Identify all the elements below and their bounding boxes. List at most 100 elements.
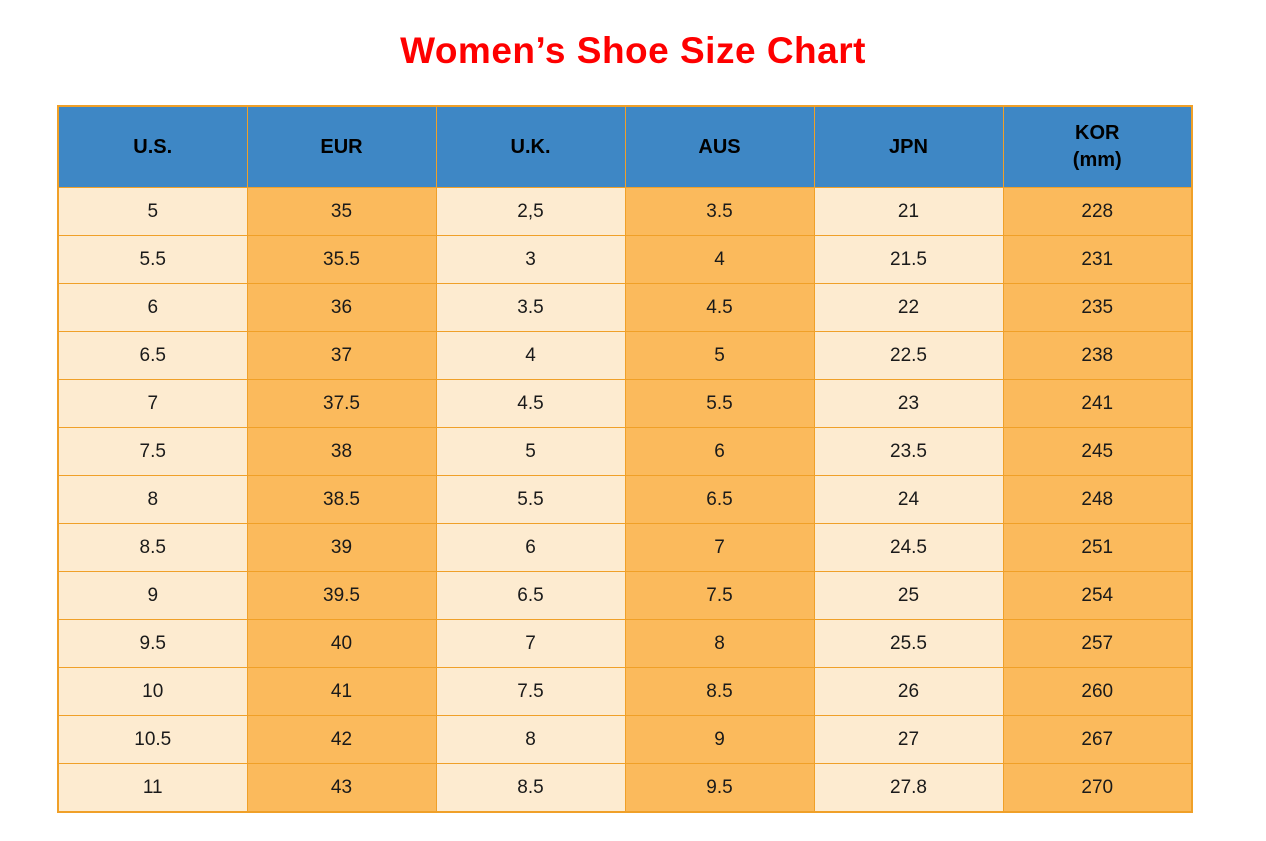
cell-kor: 260 [1002,667,1193,716]
cell-aus: 6.5 [624,475,815,524]
cell-eur: 38.5 [246,475,437,524]
cell-uk: 4.5 [435,379,626,428]
table-row: 5.5 35.5 3 4 21.5 231 [57,235,1193,284]
column-header-us: U.S. [57,105,248,188]
cell-us: 8 [57,475,248,524]
table-row: 7 37.5 4.5 5.5 23 241 [57,379,1193,428]
cell-kor: 245 [1002,427,1193,476]
cell-uk: 2,5 [435,187,626,236]
cell-uk: 6 [435,523,626,572]
column-header-jpn: JPN [813,105,1004,188]
cell-aus: 3.5 [624,187,815,236]
cell-eur: 43 [246,763,437,813]
table-row: 6 36 3.5 4.5 22 235 [57,283,1193,332]
cell-eur: 41 [246,667,437,716]
cell-kor: 231 [1002,235,1193,284]
cell-jpn: 25 [813,571,1004,620]
cell-aus: 5.5 [624,379,815,428]
cell-us: 6 [57,283,248,332]
table-row: 8.5 39 6 7 24.5 251 [57,523,1193,572]
page-title: Women’s Shoe Size Chart [400,30,866,71]
cell-uk: 3.5 [435,283,626,332]
cell-jpn: 24.5 [813,523,1004,572]
column-header-uk: U.K. [435,105,626,188]
cell-uk: 5 [435,427,626,476]
cell-eur: 37.5 [246,379,437,428]
size-chart-table: U.S. EUR U.K. AUS JPN KOR (mm) 5 35 2,5 3.5 21 228… [57,105,1193,813]
cell-us: 7 [57,379,248,428]
cell-kor: 228 [1002,187,1193,236]
cell-jpn: 21.5 [813,235,1004,284]
cell-uk: 8 [435,715,626,764]
cell-eur: 40 [246,619,437,668]
cell-uk: 3 [435,235,626,284]
cell-us: 5 [57,187,248,236]
cell-uk: 7 [435,619,626,668]
cell-us: 9 [57,571,248,620]
table-row: 8 38.5 5.5 6.5 24 248 [57,475,1193,524]
cell-us: 9.5 [57,619,248,668]
cell-kor: 267 [1002,715,1193,764]
cell-uk: 7.5 [435,667,626,716]
table-row: 7.5 38 5 6 23.5 245 [57,427,1193,476]
cell-aus: 4 [624,235,815,284]
cell-kor: 270 [1002,763,1193,813]
cell-jpn: 25.5 [813,619,1004,668]
cell-eur: 35.5 [246,235,437,284]
table-row: 9.5 40 7 8 25.5 257 [57,619,1193,668]
cell-aus: 9 [624,715,815,764]
cell-jpn: 26 [813,667,1004,716]
cell-uk: 8.5 [435,763,626,813]
cell-jpn: 24 [813,475,1004,524]
cell-aus: 4.5 [624,283,815,332]
cell-us: 5.5 [57,235,248,284]
cell-jpn: 23.5 [813,427,1004,476]
cell-eur: 42 [246,715,437,764]
table-row: 5 35 2,5 3.5 21 228 [57,187,1193,236]
cell-us: 6.5 [57,331,248,380]
cell-aus: 8.5 [624,667,815,716]
cell-uk: 5.5 [435,475,626,524]
cell-us: 11 [57,763,248,813]
cell-eur: 39.5 [246,571,437,620]
table-row: 9 39.5 6.5 7.5 25 254 [57,571,1193,620]
cell-kor: 251 [1002,523,1193,572]
cell-us: 10.5 [57,715,248,764]
cell-jpn: 27.8 [813,763,1004,813]
cell-eur: 36 [246,283,437,332]
cell-aus: 6 [624,427,815,476]
page: Women’s Shoe Size Chart U.S. EUR U.K. AUS JP… [0,30,1266,813]
table-head: U.S. EUR U.K. AUS JPN KOR (mm) [57,105,1193,188]
column-header-kor: KOR (mm) [1002,105,1193,188]
cell-kor: 238 [1002,331,1193,380]
cell-aus: 7.5 [624,571,815,620]
table-body: 5 35 2,5 3.5 21 228 5.5 35.5 3 4 21.5 231 6 36 3.5 4.5 2… [57,187,1193,813]
cell-eur: 35 [246,187,437,236]
cell-jpn: 27 [813,715,1004,764]
cell-uk: 6.5 [435,571,626,620]
cell-us: 7.5 [57,427,248,476]
cell-us: 8.5 [57,523,248,572]
cell-uk: 4 [435,331,626,380]
cell-jpn: 21 [813,187,1004,236]
table-row: 11 43 8.5 9.5 27.8 270 [57,763,1193,813]
cell-jpn: 23 [813,379,1004,428]
cell-eur: 39 [246,523,437,572]
cell-eur: 37 [246,331,437,380]
cell-aus: 7 [624,523,815,572]
column-header-eur: EUR [246,105,437,188]
cell-aus: 5 [624,331,815,380]
table-row: 10 41 7.5 8.5 26 260 [57,667,1193,716]
cell-kor: 254 [1002,571,1193,620]
table-row: 6.5 37 4 5 22.5 238 [57,331,1193,380]
cell-aus: 8 [624,619,815,668]
cell-kor: 248 [1002,475,1193,524]
cell-us: 10 [57,667,248,716]
cell-eur: 38 [246,427,437,476]
cell-jpn: 22.5 [813,331,1004,380]
header-row: U.S. EUR U.K. AUS JPN KOR (mm) [57,105,1193,188]
cell-aus: 9.5 [624,763,815,813]
size-chart-container: U.S. EUR U.K. AUS JPN KOR (mm) 5 35 2,5 3.5 21 228… [57,105,1193,813]
cell-jpn: 22 [813,283,1004,332]
cell-kor: 235 [1002,283,1193,332]
